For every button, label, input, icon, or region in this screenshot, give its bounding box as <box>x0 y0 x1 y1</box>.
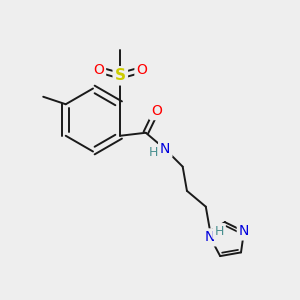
Text: N: N <box>239 224 249 239</box>
Text: O: O <box>151 104 162 118</box>
Text: N: N <box>160 142 170 156</box>
Text: H: H <box>148 146 158 159</box>
Text: O: O <box>93 63 104 77</box>
Text: H: H <box>214 225 224 238</box>
Text: O: O <box>136 63 147 77</box>
Text: N: N <box>205 230 215 244</box>
Text: S: S <box>115 68 126 83</box>
